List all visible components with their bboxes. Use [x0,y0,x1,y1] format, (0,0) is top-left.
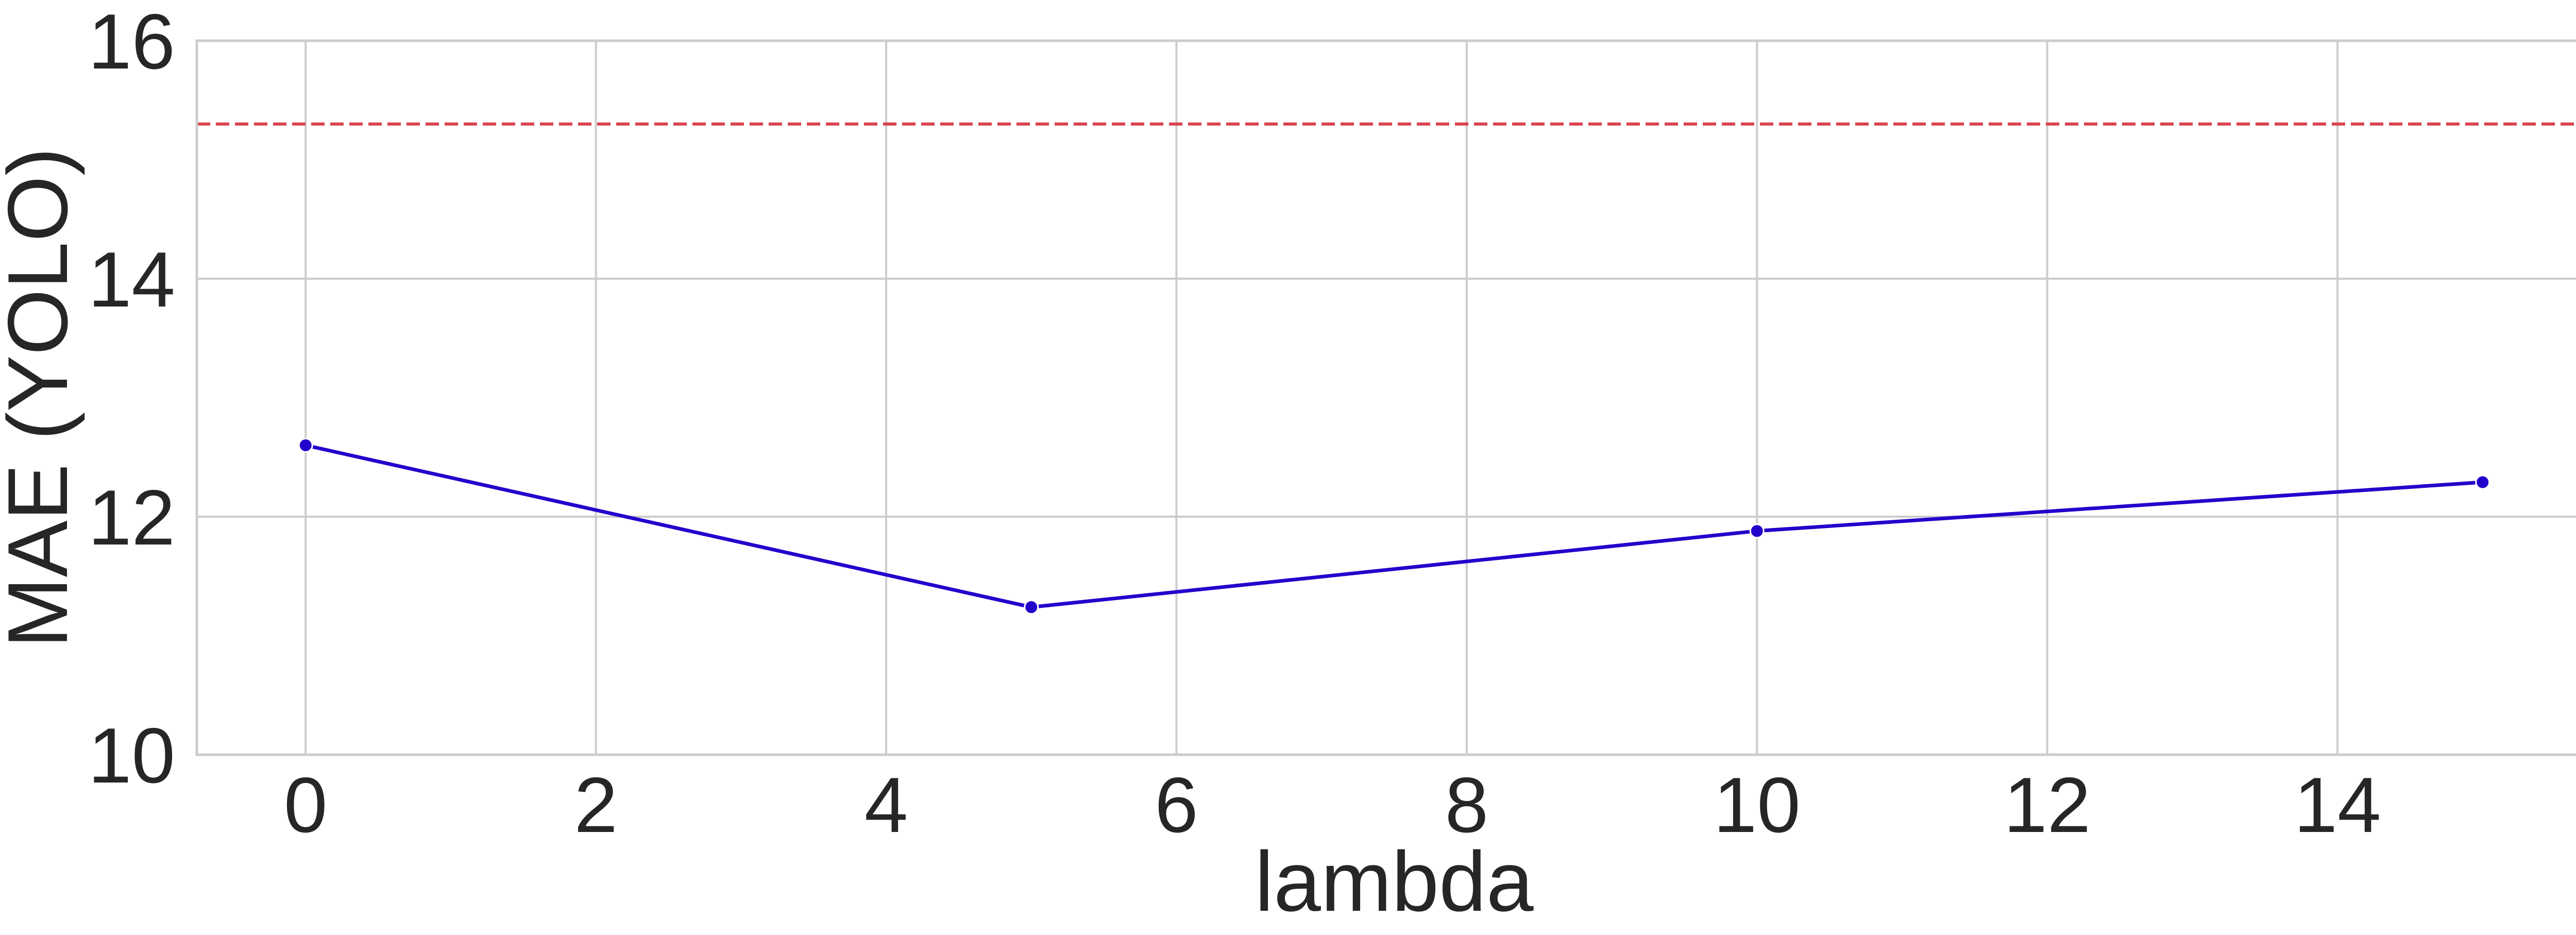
x-tick-label: 10 [1714,761,1801,849]
data-point [1749,523,1765,539]
y-tick-label: 10 [88,712,175,800]
series-lines [303,443,2485,609]
x-tick-label: 0 [284,761,328,849]
x-tick-label: 6 [1155,761,1198,849]
y-tick-labels: 10 12 14 16 [88,0,175,800]
x-tick-label: 14 [2294,761,2381,849]
x-tick-label: 4 [865,761,908,849]
x-axis-title: lambda [1255,834,1533,929]
y-tick-label: 14 [88,236,175,324]
x-tick-labels: 0 2 4 6 8 10 12 14 [284,761,2381,849]
grid-lines [197,40,2576,756]
series-line [303,443,2485,609]
plot-frame [195,39,2576,756]
x-tick-label: 12 [2004,761,2091,849]
series-markers [298,437,2490,615]
data-point [1024,600,1039,615]
data-point [298,437,313,453]
data-point [2475,474,2490,490]
y-tick-label: 12 [88,474,175,562]
x-tick-label: 2 [574,761,618,849]
y-axis-title: MAE (YOLO) [0,147,85,648]
y-tick-label: 16 [88,0,175,86]
x-tick-label: 8 [1445,761,1489,849]
